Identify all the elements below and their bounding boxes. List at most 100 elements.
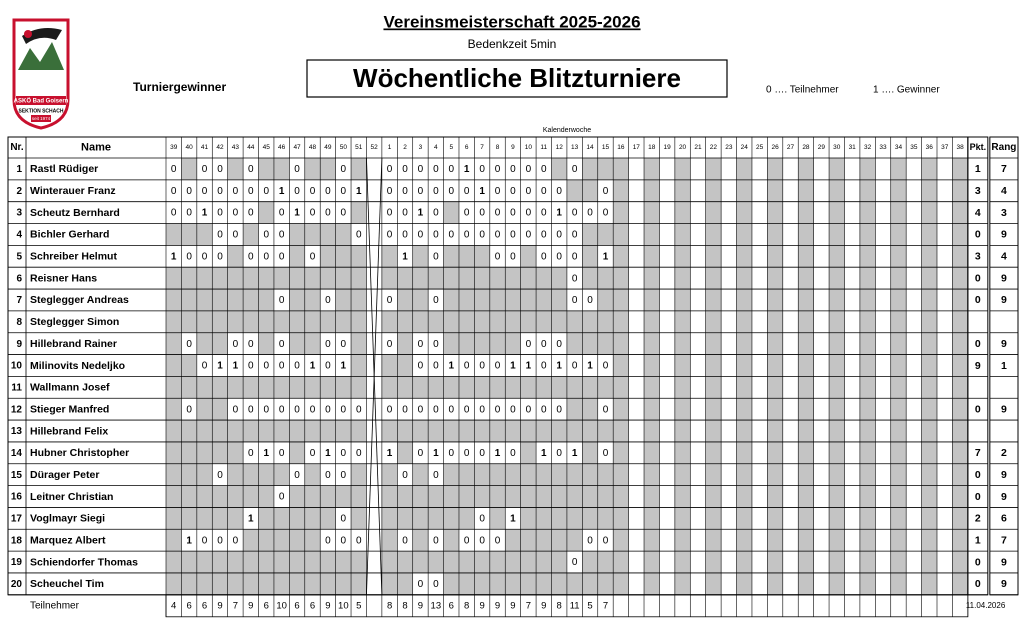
empty-cell [952,420,968,442]
result: 0 [294,164,300,175]
result: 1 [603,251,609,262]
empty-cell [644,179,660,202]
player-name: Bichler Gerhard [30,229,109,241]
empty-cell [613,332,629,355]
empty-cell [227,245,244,268]
result: 0 [186,251,192,262]
empty-cell [243,529,259,552]
empty-cell [705,529,722,552]
result: 1 [279,186,285,197]
result: 1 [587,361,593,372]
empty-cell [520,310,537,333]
empty-cell [397,485,413,508]
result: 0 [248,361,254,372]
empty-cell [674,223,691,246]
empty-cell [536,420,552,442]
empty-cell [644,376,660,399]
participant-count: 13 [431,600,442,611]
empty-cell [397,332,413,355]
result: 0 [587,535,593,546]
empty-cell [582,420,598,442]
empty-cell [258,332,274,355]
empty-cell [458,551,475,573]
result: 0 [495,164,501,175]
result: 0 [279,404,285,415]
result: 0 [603,361,609,372]
empty-cell [412,551,429,573]
empty-cell [428,485,444,508]
empty-cell [736,376,752,399]
main-title: Wöchentliche Blitzturniere [353,63,681,93]
points: 9 [975,360,981,372]
empty-cell [674,201,691,224]
result: 0 [433,295,439,306]
player-name: Rastl Rüdiger [30,163,98,175]
result: 0 [495,186,501,197]
week-header: 12 [556,144,564,151]
result: 0 [510,208,516,219]
empty-cell [397,289,413,311]
empty-cell [582,223,598,246]
empty-cell [289,572,305,595]
week-header: 4 [434,144,438,151]
empty-cell [335,245,352,268]
main-title-box [306,59,728,98]
empty-cell [674,529,691,552]
empty-cell [798,267,814,290]
empty-cell [227,310,244,333]
empty-cell [582,398,598,421]
empty-cell [767,245,783,268]
empty-cell [320,485,336,508]
result: 0 [310,448,316,459]
result: 0 [341,186,347,197]
empty-cell [212,398,228,421]
empty-cell [258,529,274,552]
result: 0 [510,230,516,241]
empty-cell [381,354,398,377]
result: 0 [479,208,485,219]
result: 0 [171,208,177,219]
result: 1 [464,164,470,175]
week-header: 41 [201,144,209,151]
empty-cell [566,398,583,421]
result: 0 [572,273,578,284]
empty-cell [397,420,413,442]
empty-cell [443,507,459,530]
empty-cell [196,441,213,464]
empty-cell [705,245,722,268]
week-header: 33 [879,144,887,151]
week-header: 5 [449,144,453,151]
empty-cell [536,289,552,311]
result: 0 [294,186,300,197]
result: 0 [341,448,347,459]
empty-cell [536,485,552,508]
rank: 3 [1001,207,1007,219]
rank: 6 [1001,513,1007,525]
empty-cell [304,332,321,355]
empty-cell [798,201,814,224]
empty-cell [921,420,937,442]
week-header: 8 [496,144,500,151]
empty-cell [597,158,614,180]
empty-cell [166,223,182,246]
row-nr: 16 [11,492,23,503]
empty-cell [381,245,398,268]
empty-cell [644,310,660,333]
empty-cell [613,572,629,595]
empty-cell [829,201,845,224]
result: 0 [603,535,609,546]
week-header: 25 [756,144,764,151]
week-header: 27 [787,144,795,151]
result: 0 [495,404,501,415]
result: 0 [325,186,331,197]
empty-cell [798,398,814,421]
empty-cell [767,289,783,311]
empty-cell [181,572,197,595]
empty-cell [536,463,552,486]
empty-cell [767,201,783,224]
result: 0 [233,339,239,350]
header-rang: Rang [991,142,1016,153]
result: 0 [464,186,470,197]
week-header: 36 [926,144,934,151]
